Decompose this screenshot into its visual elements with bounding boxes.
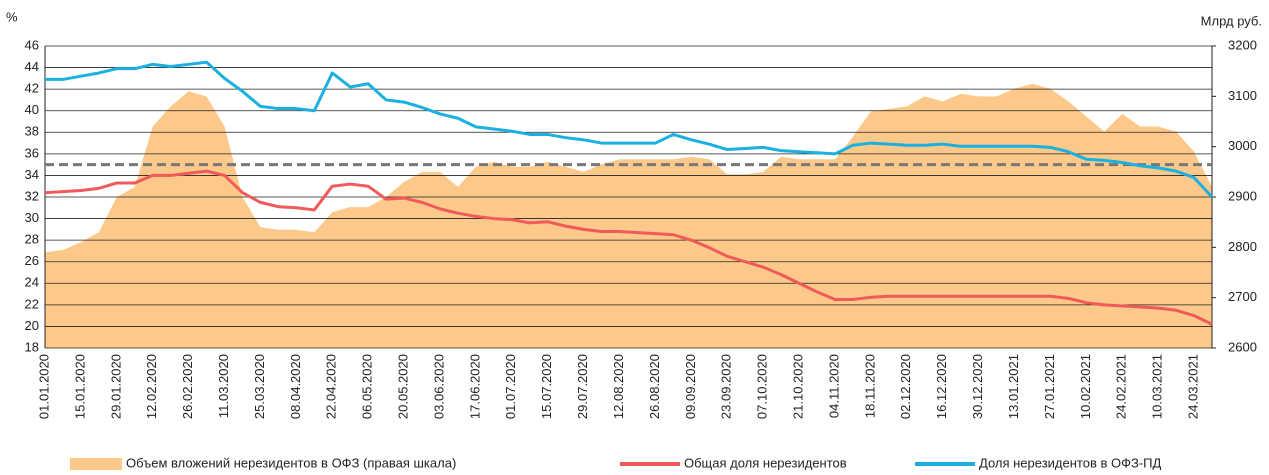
area bbox=[45, 83, 1212, 348]
x-tick-label: 01.07.2020 bbox=[503, 354, 518, 419]
y-tick-label: 32 bbox=[25, 188, 39, 203]
x-tick-label: 10.02.2021 bbox=[1078, 354, 1093, 419]
x-tick-label: 13.01.2021 bbox=[1006, 354, 1021, 419]
legend-label: Доля нерезидентов в ОФЗ-ПД bbox=[979, 455, 1162, 470]
y-tick-label: 36 bbox=[25, 145, 39, 160]
y-tick-label: 18 bbox=[25, 339, 39, 354]
y2-tick-label: 2700 bbox=[1228, 289, 1257, 304]
x-tick-label: 16.12.2020 bbox=[934, 354, 949, 419]
y2-tick-label: 3100 bbox=[1228, 88, 1257, 103]
y-axis-label: % bbox=[6, 9, 18, 24]
y2-tick-label: 2600 bbox=[1228, 339, 1257, 354]
line bbox=[44, 169, 1213, 326]
x-tick-label: 29.07.2020 bbox=[575, 354, 590, 419]
x-tick-label: 21.10.2020 bbox=[790, 354, 805, 419]
x-tick-label: 25.03.2020 bbox=[252, 354, 267, 419]
x-tick-label: 01.01.2020 bbox=[36, 354, 51, 419]
y2-tick-label: 2900 bbox=[1228, 188, 1257, 203]
y-tick-label: 30 bbox=[25, 210, 39, 225]
x-tick-label: 23.09.2020 bbox=[719, 354, 734, 419]
x-tick-label: 24.03.2021 bbox=[1185, 354, 1200, 419]
x-tick-label: 26.02.2020 bbox=[180, 354, 195, 419]
legend-label: Объем вложений нерезидентов в ОФЗ (права… bbox=[126, 455, 456, 470]
x-tick-label: 03.06.2020 bbox=[431, 354, 446, 419]
x-tick-label: 22.04.2020 bbox=[324, 354, 339, 419]
x-tick-label: 27.01.2021 bbox=[1042, 354, 1057, 419]
y2-tick-label: 3000 bbox=[1228, 138, 1257, 153]
y2-tick-label: 2800 bbox=[1228, 239, 1257, 254]
y2-axis-label: Млрд руб. bbox=[1201, 13, 1262, 28]
x-tick-label: 30.12.2020 bbox=[970, 354, 985, 419]
x-tick-label: 11.03.2020 bbox=[216, 354, 231, 418]
x-tick-label: 12.08.2020 bbox=[611, 354, 626, 419]
y-tick-label: 28 bbox=[25, 232, 39, 247]
x-tick-label: 08.04.2020 bbox=[288, 354, 303, 419]
y-tick-label: 44 bbox=[25, 59, 39, 74]
x-tick-label: 12.02.2020 bbox=[144, 354, 159, 419]
y-tick-label: 40 bbox=[25, 102, 39, 117]
x-tick-label: 29.01.2020 bbox=[108, 354, 123, 419]
x-tick-label: 07.10.2020 bbox=[755, 354, 770, 419]
y-tick-label: 34 bbox=[25, 167, 39, 182]
y-tick-label: 26 bbox=[25, 253, 39, 268]
x-tick-label: 26.08.2020 bbox=[647, 354, 662, 419]
x-tick-label: 09.09.2020 bbox=[683, 354, 698, 419]
x-tick-label: 20.05.2020 bbox=[396, 354, 411, 419]
x-tick-label: 06.05.2020 bbox=[360, 354, 375, 419]
y-tick-label: 20 bbox=[25, 318, 39, 333]
x-tick-label: 15.07.2020 bbox=[539, 354, 554, 419]
legend-label: Общая доля нерезидентов bbox=[684, 455, 847, 470]
x-tick-label: 18.11.2020 bbox=[862, 354, 877, 418]
line bbox=[45, 60, 1214, 199]
y-tick-label: 24 bbox=[25, 275, 39, 290]
x-tick-label: 15.01.2020 bbox=[72, 354, 87, 419]
legend-swatch bbox=[70, 458, 122, 470]
y-tick-label: 46 bbox=[25, 37, 39, 52]
x-tick-label: 24.02.2021 bbox=[1114, 354, 1129, 419]
y-tick-label: 22 bbox=[25, 296, 39, 311]
x-tick-label: 17.06.2020 bbox=[467, 354, 482, 419]
x-tick-label: 02.12.2020 bbox=[898, 354, 913, 419]
x-tick-label: 04.11.2020 bbox=[826, 354, 841, 418]
y-tick-label: 42 bbox=[25, 81, 39, 96]
y-tick-label: 38 bbox=[25, 124, 39, 139]
y2-tick-label: 3200 bbox=[1228, 37, 1257, 52]
x-tick-label: 10.03.2021 bbox=[1150, 354, 1165, 419]
